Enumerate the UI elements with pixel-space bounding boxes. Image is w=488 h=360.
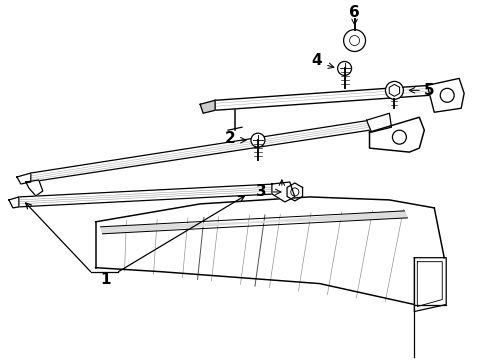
Polygon shape: [26, 180, 42, 196]
Polygon shape: [101, 211, 407, 234]
Text: 6: 6: [348, 5, 359, 20]
Circle shape: [343, 30, 365, 51]
Circle shape: [250, 133, 264, 147]
Text: 3: 3: [255, 184, 265, 199]
Text: 2: 2: [224, 131, 235, 146]
Polygon shape: [366, 113, 390, 132]
Polygon shape: [215, 85, 428, 110]
Polygon shape: [271, 182, 294, 202]
Polygon shape: [427, 78, 463, 112]
Circle shape: [385, 81, 403, 99]
Polygon shape: [369, 117, 424, 152]
Text: 1: 1: [100, 272, 111, 287]
Polygon shape: [388, 84, 399, 96]
Circle shape: [337, 62, 351, 75]
Polygon shape: [9, 197, 19, 208]
Text: 5: 5: [423, 83, 434, 98]
Polygon shape: [17, 173, 31, 184]
Polygon shape: [200, 100, 215, 113]
Text: 4: 4: [311, 53, 322, 68]
